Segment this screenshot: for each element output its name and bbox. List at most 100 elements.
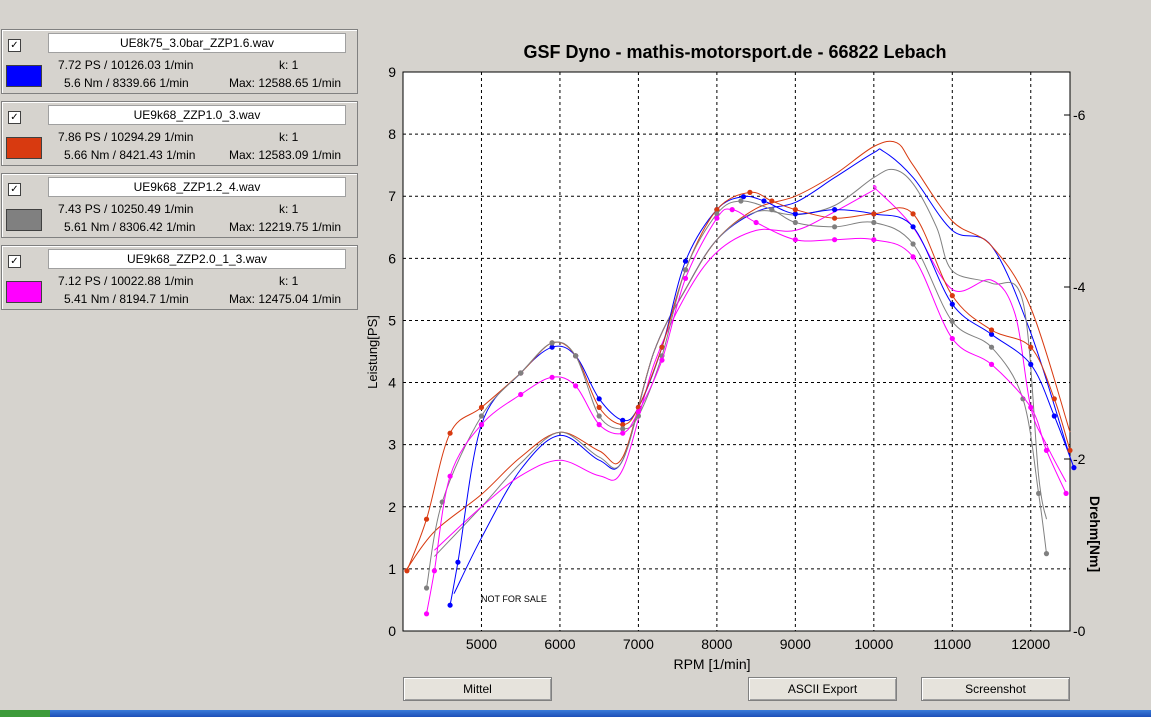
- series-group: [404, 140, 1077, 617]
- x-tick-label: 6000: [544, 636, 575, 652]
- torque-point: [714, 215, 720, 221]
- torque-point: [635, 409, 642, 415]
- power-curve: [453, 148, 1071, 594]
- torque-point: [478, 422, 485, 428]
- x-tick-label: 12000: [1011, 636, 1050, 652]
- ascii-export-button[interactable]: ASCII Export: [748, 677, 897, 701]
- y-tick-label: 3: [388, 437, 396, 453]
- legend-panel: ✓ UE9k68_ZZP1.2_4.wav 7.43 PS / 10250.49 1…: [1, 173, 358, 238]
- x-tick-label: 10000: [854, 636, 893, 652]
- series-k-factor: k: 1: [279, 130, 299, 144]
- power-curve: [406, 140, 1071, 570]
- torque-point: [871, 211, 877, 217]
- series-torque-peak: 5.41 Nm / 8194.7 1/min: [64, 292, 189, 306]
- torque-point: [792, 207, 798, 213]
- torque-point: [518, 391, 524, 398]
- torque-curve: [426, 200, 1047, 589]
- torque-point: [738, 198, 744, 204]
- torque-point: [831, 224, 838, 230]
- x-axis-label: RPM [1/min]: [673, 656, 750, 672]
- torque-point: [659, 357, 665, 363]
- torque-point: [549, 340, 555, 346]
- torque-point: [988, 327, 995, 333]
- torque-point: [871, 219, 877, 226]
- torque-point: [1020, 396, 1026, 402]
- torque-point: [792, 211, 798, 217]
- series-checkbox[interactable]: ✓: [8, 255, 21, 268]
- torque-point: [682, 258, 689, 264]
- torque-point: [455, 559, 461, 565]
- torque-point: [910, 241, 916, 247]
- torque-point: [769, 198, 775, 204]
- series-color-swatch[interactable]: [6, 137, 42, 159]
- torque-curve: [426, 208, 1067, 614]
- torque-point: [659, 344, 665, 350]
- start-button[interactable]: [0, 710, 50, 717]
- series-power-peak: 7.12 PS / 10022.88 1/min: [58, 274, 194, 288]
- torque-point: [949, 301, 955, 307]
- series-checkbox[interactable]: ✓: [8, 183, 21, 196]
- mittel-button[interactable]: Mittel: [403, 677, 552, 701]
- y-tick-label: 4: [388, 375, 396, 391]
- torque-point: [1067, 447, 1073, 453]
- series-color-swatch[interactable]: [6, 281, 42, 303]
- torque-point: [682, 275, 689, 281]
- torque-point: [573, 383, 579, 389]
- torque-point: [518, 370, 524, 376]
- torque-point: [620, 426, 626, 432]
- series-file-name: UE9k68_ZZP1.2_4.wav: [48, 177, 346, 197]
- y-axis-label: Leistung[PS]: [365, 315, 380, 389]
- y-tick-label: 6: [388, 250, 396, 266]
- series-file-name: UE8k75_3.0bar_ZZP1.6.wav: [48, 33, 346, 53]
- torque-point: [988, 331, 995, 337]
- power-curve: [434, 168, 1047, 557]
- torque-point: [596, 404, 602, 410]
- y-tick-label: 9: [388, 64, 396, 80]
- series-torque-peak: 5.66 Nm / 8421.43 1/min: [64, 148, 196, 162]
- torque-point: [871, 211, 877, 217]
- torque-point: [431, 568, 437, 574]
- y2-tick-label: -2: [1073, 451, 1086, 467]
- torque-point: [871, 237, 877, 243]
- torque-point: [910, 224, 916, 230]
- torque-point: [831, 237, 838, 243]
- chart-title: GSF Dyno - mathis-motorsport.de - 66822 …: [523, 42, 946, 62]
- series-color-swatch[interactable]: [6, 65, 42, 87]
- y2-tick-label: -4: [1073, 279, 1086, 295]
- torque-point: [518, 370, 524, 376]
- torque-point: [635, 404, 642, 410]
- x-tick-label: 5000: [466, 636, 497, 652]
- series-k-factor: k: 1: [279, 274, 299, 288]
- torque-point: [447, 430, 453, 436]
- x-tick-label: 8000: [701, 636, 732, 652]
- screenshot-button[interactable]: Screenshot: [921, 677, 1070, 701]
- series-checkbox[interactable]: ✓: [8, 39, 21, 52]
- torque-point: [478, 422, 485, 428]
- series-checkbox[interactable]: ✓: [8, 111, 21, 124]
- torque-curve: [449, 195, 1075, 606]
- torque-point: [831, 207, 838, 213]
- series-torque-peak: 5.61 Nm / 8306.42 1/min: [64, 220, 196, 234]
- torque-point: [1071, 465, 1077, 471]
- series-color-swatch[interactable]: [6, 209, 42, 231]
- torque-point: [1028, 404, 1034, 410]
- x-tick-labels: 5000 6000 7000 8000 9000 10000 11000 12000: [466, 636, 1051, 652]
- torque-point: [423, 585, 430, 591]
- x-tick-label: 7000: [623, 636, 654, 652]
- series-file-name: UE9k68_ZZP2.0_1_3.wav: [48, 249, 346, 269]
- torque-point: [423, 516, 430, 522]
- y2-tick-labels: -0 -2 -4 -6: [1064, 107, 1086, 639]
- y-tick-label: 8: [388, 126, 396, 142]
- torque-point: [620, 430, 626, 436]
- series-max-rpm: Max: 12583.09 1/min: [229, 148, 342, 162]
- torque-point: [659, 353, 665, 359]
- legend-panel: ✓ UE9k68_ZZP2.0_1_3.wav 7.12 PS / 10022.88…: [1, 245, 358, 310]
- torque-point: [1036, 490, 1042, 496]
- torque-point: [573, 353, 579, 359]
- series-torque-peak: 5.6 Nm / 8339.66 1/min: [64, 76, 189, 90]
- torque-point: [729, 207, 735, 213]
- y-tick-label: 5: [388, 312, 396, 328]
- torque-point: [478, 404, 485, 410]
- torque-point: [769, 207, 775, 213]
- torque-point: [714, 207, 720, 213]
